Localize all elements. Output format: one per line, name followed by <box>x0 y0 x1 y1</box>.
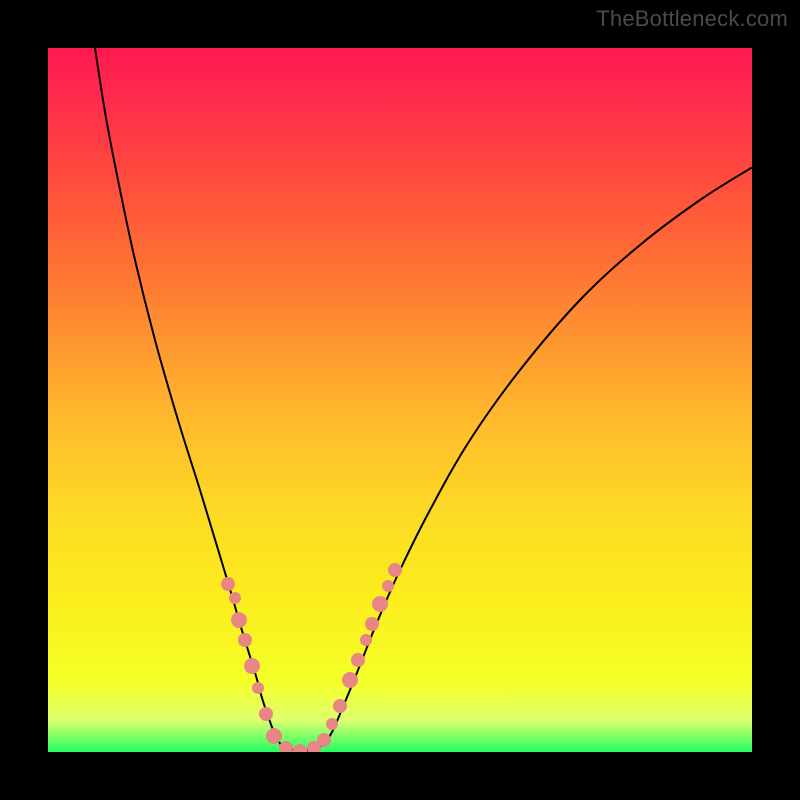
data-marker <box>365 617 379 631</box>
plot-background <box>48 48 752 752</box>
data-marker <box>259 707 273 721</box>
data-marker <box>238 633 252 647</box>
data-marker <box>221 577 235 591</box>
data-marker <box>317 733 331 747</box>
data-marker <box>372 596 388 612</box>
bottleneck-curve-chart <box>0 0 800 800</box>
data-marker <box>382 580 394 592</box>
data-marker <box>231 612 247 628</box>
data-marker <box>333 699 347 713</box>
data-marker <box>252 682 264 694</box>
data-marker <box>388 563 402 577</box>
watermark-text: TheBottleneck.com <box>596 6 788 32</box>
data-marker <box>360 634 372 646</box>
data-marker <box>229 592 241 604</box>
data-marker <box>342 672 358 688</box>
data-marker <box>244 658 260 674</box>
chart-canvas: TheBottleneck.com <box>0 0 800 800</box>
data-marker <box>351 653 365 667</box>
data-marker <box>266 728 282 744</box>
data-marker <box>326 718 338 730</box>
